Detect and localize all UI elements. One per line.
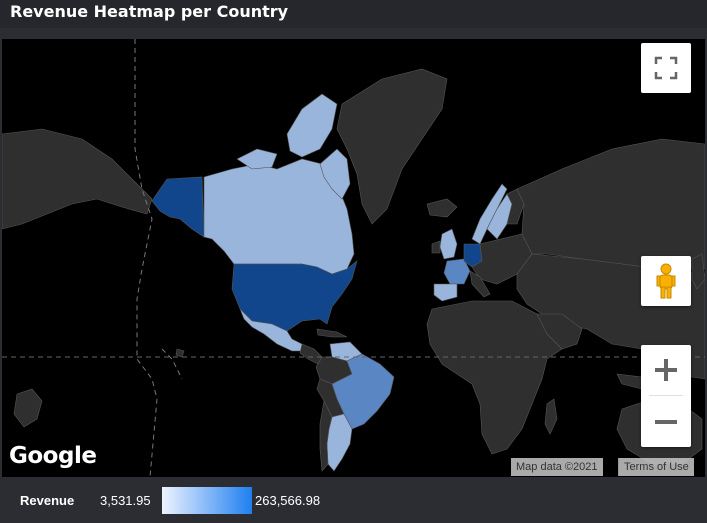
- panel-title: Revenue Heatmap per Country: [10, 2, 289, 21]
- fullscreen-icon: [654, 56, 678, 80]
- zoom-in-button[interactable]: [641, 345, 691, 395]
- legend-min-value: 3,531.95: [100, 493, 151, 508]
- international-date-line: [134, 39, 158, 477]
- country-greenland: [336, 68, 448, 225]
- country-united-states-alaska: [151, 176, 205, 238]
- terms-of-use-link[interactable]: Terms of Use: [618, 458, 694, 476]
- region-caribbean: [316, 328, 348, 338]
- panel-header: Revenue Heatmap per Country: [0, 0, 707, 28]
- pegman-icon: [656, 263, 676, 299]
- country-japan: [691, 253, 705, 290]
- color-legend: Revenue 3,531.95 263,566.98: [0, 481, 707, 523]
- country-spain: [433, 283, 458, 302]
- map-data-attribution[interactable]: Map data ©2021: [511, 458, 603, 476]
- map-canvas[interactable]: Google Map data ©2021 Terms of Use: [2, 39, 705, 477]
- boundary-line: [161, 348, 183, 380]
- plus-icon: [655, 359, 677, 381]
- country-madagascar: [544, 398, 558, 435]
- zoom-divider: [649, 395, 683, 396]
- country-chile: [319, 400, 333, 472]
- country-russia-east: [2, 128, 153, 230]
- minus-icon: [655, 420, 677, 424]
- legend-gradient-bar: [162, 487, 252, 514]
- zoom-control: [641, 345, 691, 447]
- region-arctic-islands-west: [236, 148, 278, 170]
- region-new-zealand-west: [13, 388, 43, 428]
- country-ireland: [431, 240, 441, 254]
- region-baffin-island: [319, 148, 351, 200]
- zoom-out-button[interactable]: [641, 397, 691, 447]
- country-canada: [203, 158, 355, 275]
- legend-label: Revenue: [20, 493, 75, 508]
- region-arabian-peninsula: [536, 313, 583, 350]
- street-view-button[interactable]: [641, 256, 691, 306]
- region-canadian-arctic-islands: [286, 93, 338, 158]
- legend-max-value: 263,566.98: [255, 493, 321, 508]
- google-logo[interactable]: Google: [9, 443, 97, 469]
- country-norway: [471, 183, 508, 245]
- country-italy: [469, 270, 491, 298]
- fullscreen-button[interactable]: [641, 43, 691, 93]
- country-iceland: [426, 198, 458, 218]
- world-map[interactable]: [2, 39, 705, 477]
